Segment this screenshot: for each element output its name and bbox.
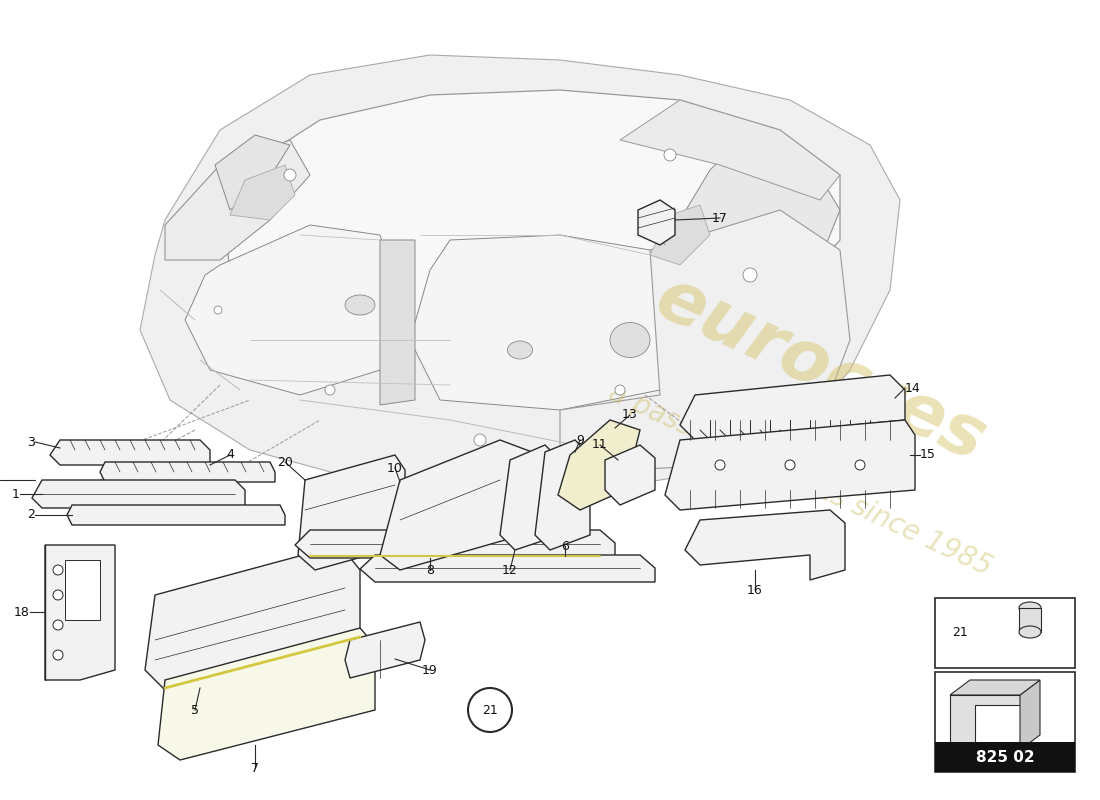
Circle shape — [468, 688, 512, 732]
Circle shape — [53, 650, 63, 660]
Text: 17: 17 — [712, 211, 728, 225]
Text: 825 02: 825 02 — [976, 750, 1034, 765]
Polygon shape — [410, 235, 680, 410]
Polygon shape — [65, 560, 100, 620]
Circle shape — [715, 460, 725, 470]
Text: 21: 21 — [953, 626, 968, 639]
Polygon shape — [666, 420, 915, 510]
Circle shape — [615, 385, 625, 395]
Polygon shape — [140, 55, 900, 490]
Text: 12: 12 — [502, 563, 518, 577]
Text: a passion for parts since 1985: a passion for parts since 1985 — [604, 378, 997, 582]
Polygon shape — [950, 680, 1040, 695]
Ellipse shape — [345, 295, 375, 315]
Polygon shape — [230, 165, 295, 220]
Polygon shape — [379, 240, 415, 405]
Polygon shape — [32, 480, 245, 508]
Polygon shape — [1020, 680, 1040, 750]
Ellipse shape — [507, 341, 532, 359]
Text: 1: 1 — [12, 487, 20, 501]
Polygon shape — [560, 210, 850, 470]
Polygon shape — [45, 545, 116, 680]
Polygon shape — [214, 135, 290, 210]
Circle shape — [474, 434, 486, 446]
Text: 14: 14 — [905, 382, 921, 394]
Text: 19: 19 — [422, 663, 438, 677]
Circle shape — [632, 332, 648, 348]
Text: 11: 11 — [592, 438, 608, 451]
Polygon shape — [685, 510, 845, 580]
Circle shape — [284, 169, 296, 181]
Polygon shape — [620, 100, 840, 200]
Text: 4: 4 — [227, 449, 234, 462]
Circle shape — [664, 149, 676, 161]
Text: 3: 3 — [28, 435, 35, 449]
Circle shape — [53, 565, 63, 575]
Polygon shape — [100, 462, 275, 482]
Ellipse shape — [1019, 626, 1041, 638]
Polygon shape — [379, 440, 540, 570]
Polygon shape — [680, 375, 905, 440]
Circle shape — [742, 268, 757, 282]
Text: eurocres: eurocres — [644, 263, 996, 477]
Polygon shape — [500, 445, 560, 550]
Polygon shape — [226, 90, 840, 345]
Polygon shape — [158, 628, 375, 760]
Text: 15: 15 — [920, 449, 936, 462]
Text: 10: 10 — [387, 462, 403, 474]
Polygon shape — [360, 555, 654, 582]
Ellipse shape — [1019, 602, 1041, 614]
Text: 13: 13 — [623, 409, 638, 422]
Polygon shape — [298, 455, 405, 570]
Text: 20: 20 — [277, 455, 293, 469]
Polygon shape — [535, 440, 590, 550]
Polygon shape — [558, 420, 640, 510]
FancyBboxPatch shape — [1019, 608, 1041, 632]
FancyBboxPatch shape — [935, 598, 1075, 668]
Text: 6: 6 — [561, 539, 569, 553]
Circle shape — [855, 460, 865, 470]
Circle shape — [324, 385, 336, 395]
Polygon shape — [638, 200, 675, 245]
Text: 8: 8 — [426, 563, 434, 577]
Circle shape — [53, 620, 63, 630]
Text: 18: 18 — [14, 606, 30, 618]
Polygon shape — [145, 545, 360, 690]
Text: 5: 5 — [191, 703, 199, 717]
Polygon shape — [605, 445, 654, 505]
Ellipse shape — [610, 322, 650, 358]
Polygon shape — [650, 205, 710, 265]
Text: 16: 16 — [747, 583, 763, 597]
Polygon shape — [295, 530, 615, 558]
FancyBboxPatch shape — [935, 742, 1075, 772]
Polygon shape — [165, 140, 310, 260]
Polygon shape — [50, 440, 210, 465]
Polygon shape — [680, 130, 840, 280]
Text: 9: 9 — [576, 434, 584, 446]
FancyBboxPatch shape — [935, 672, 1075, 772]
Text: 7: 7 — [251, 762, 258, 774]
Polygon shape — [950, 695, 1020, 750]
Circle shape — [214, 306, 222, 314]
Circle shape — [53, 590, 63, 600]
Text: 2: 2 — [28, 509, 35, 522]
Polygon shape — [345, 622, 425, 678]
Circle shape — [785, 460, 795, 470]
Polygon shape — [67, 505, 285, 525]
Text: 21: 21 — [482, 703, 498, 717]
Polygon shape — [185, 225, 400, 395]
